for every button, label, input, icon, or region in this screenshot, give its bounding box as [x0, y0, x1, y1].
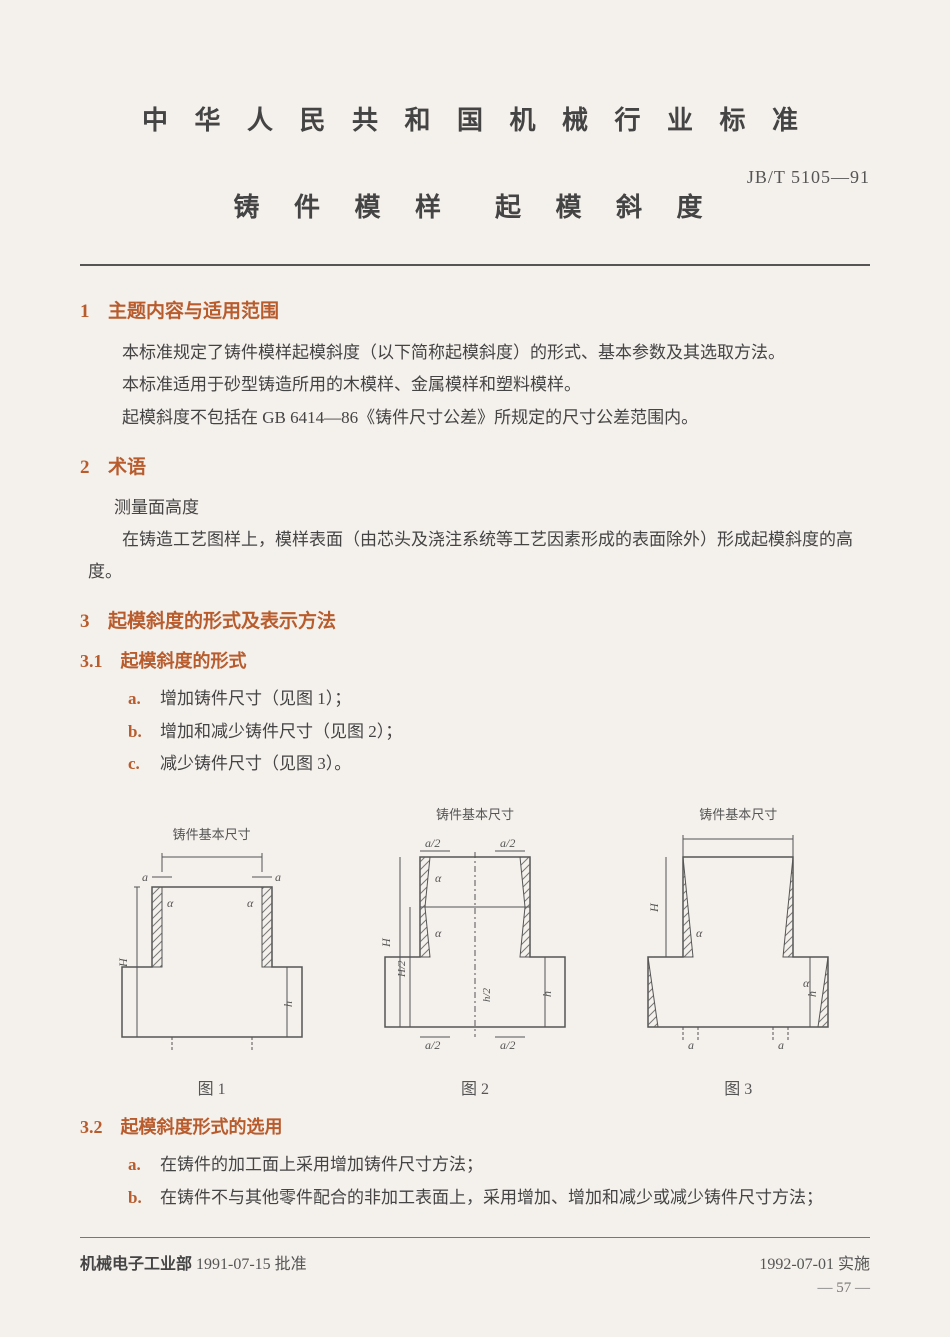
s1-p3: 起模斜度不包括在 GB 6414—86《铸件尺寸公差》所规定的尺寸公差范围内。	[88, 402, 870, 434]
item-text: 在铸件不与其他零件配合的非加工表面上，采用增加、增加和减少或减少铸件尺寸方法；	[160, 1188, 823, 1207]
divider-bottom	[80, 1237, 870, 1238]
fig3-a-l: a	[688, 1038, 694, 1052]
fig2-top-label: 铸件基本尺寸	[375, 804, 575, 823]
section-3-1-heading: 3.1 起模斜度的形式	[80, 647, 870, 673]
s32-item-b: b.在铸件不与其他零件配合的非加工表面上，采用增加、增加和减少或减少铸件尺寸方法…	[128, 1182, 870, 1214]
figure-3: 铸件基本尺寸 α α H	[638, 804, 838, 1099]
fig3-H: H	[647, 902, 661, 913]
fig3-top-label: 铸件基本尺寸	[638, 804, 838, 823]
fig1-h: h	[281, 1001, 295, 1007]
s2-term: 测量面高度	[80, 493, 870, 518]
fig2-H2: H/2	[396, 960, 408, 978]
section-1-heading: 1主题内容与适用范围	[80, 296, 870, 323]
section-num: 1	[80, 301, 108, 323]
standard-code: JB/T 5105—91	[747, 167, 870, 188]
subsection-title: 起模斜度形式的选用	[121, 1117, 283, 1137]
org-title: 中 华 人 民 共 和 国 机 械 行 业 标 准	[80, 100, 870, 137]
fig2-h2: h/2	[481, 988, 493, 1003]
section-num: 3	[80, 611, 108, 633]
s31-item-b: b.增加和减少铸件尺寸（见图 2）；	[128, 716, 870, 748]
item-label: c.	[128, 748, 160, 780]
s31-item-a: a.增加铸件尺寸（见图 1）；	[128, 683, 870, 715]
fig2-svg: a/2 a/2 α α H H/2	[375, 827, 575, 1067]
fig1-top-label: 铸件基本尺寸	[112, 824, 312, 843]
fig1-label-a-right: a	[275, 870, 281, 884]
section-title: 起模斜度的形式及表示方法	[108, 611, 336, 632]
fig2-alpha-bl: α	[435, 926, 442, 940]
s1-p1: 本标准规定了铸件模样起模斜度（以下简称起模斜度）的形式、基本参数及其选取方法。	[88, 337, 870, 369]
fig3-svg: α α H h a a	[638, 827, 838, 1067]
fig3-alpha-r: α	[803, 976, 810, 990]
fig1-svg: a a α α H h	[112, 847, 312, 1067]
item-label: b.	[128, 1182, 160, 1214]
footer-approve-rest: 1991-07-15 批准	[192, 1256, 307, 1273]
footer: 机械电子工业部 1991-07-15 批准 1992-07-01 实施 — 57…	[80, 1217, 870, 1297]
fig2-caption: 图 2	[375, 1075, 575, 1099]
footer-row: 机械电子工业部 1991-07-15 批准 1992-07-01 实施	[80, 1250, 870, 1274]
s31-item-c: c.减少铸件尺寸（见图 3）。	[128, 748, 870, 780]
item-label: a.	[128, 683, 160, 715]
doc-title: 铸 件 模 样 起 模 斜 度	[233, 187, 716, 224]
figure-1: 铸件基本尺寸 a a α α	[112, 824, 312, 1099]
fig1-alpha-r: α	[247, 896, 254, 910]
section-title: 主题内容与适用范围	[108, 301, 279, 322]
fig3-a-r: a	[778, 1038, 784, 1052]
s32-item-a: a.在铸件的加工面上采用增加铸件尺寸方法；	[128, 1149, 870, 1181]
item-text: 减少铸件尺寸（见图 3）。	[160, 754, 351, 773]
s1-p2: 本标准适用于砂型铸造所用的木模样、金属模样和塑料模样。	[88, 369, 870, 401]
fig2-a2-bl: a/2	[425, 1038, 440, 1052]
footer-impl: 1992-07-01 实施	[759, 1250, 870, 1274]
fig1-H: H	[116, 957, 130, 968]
footer-approve: 机械电子工业部 1991-07-15 批准	[80, 1250, 307, 1274]
fig2-H: H	[379, 937, 393, 948]
section-num: 2	[80, 457, 108, 479]
section-title: 术语	[108, 457, 146, 478]
item-text: 在铸件的加工面上采用增加铸件尺寸方法；	[160, 1155, 483, 1174]
fig2-h: h	[540, 991, 554, 997]
section-3-2-heading: 3.2 起模斜度形式的选用	[80, 1113, 870, 1139]
fig1-label-a-left: a	[142, 870, 148, 884]
subsection-num: 3.2	[80, 1117, 103, 1137]
section-3-heading: 3起模斜度的形式及表示方法	[80, 606, 870, 633]
fig2-a2-tr: a/2	[500, 836, 515, 850]
fig3-caption: 图 3	[638, 1075, 838, 1099]
subtitle-row: 铸 件 模 样 起 模 斜 度 JB/T 5105—91	[80, 187, 870, 224]
divider-top	[80, 264, 870, 266]
subsection-title: 起模斜度的形式	[121, 651, 247, 671]
fig2-a2-br: a/2	[500, 1038, 515, 1052]
fig1-alpha-l: α	[167, 896, 174, 910]
item-text: 增加和减少铸件尺寸（见图 2）；	[160, 722, 402, 741]
page-number: — 57 —	[80, 1280, 870, 1297]
fig3-alpha-l: α	[696, 926, 703, 940]
footer-approve-bold: 机械电子工业部	[80, 1256, 192, 1273]
fig2-alpha-tl: α	[435, 871, 442, 885]
fig2-a2-tl: a/2	[425, 836, 440, 850]
item-label: b.	[128, 716, 160, 748]
item-label: a.	[128, 1149, 160, 1181]
s2-def: 在铸造工艺图样上，模样表面（由芯头及浇注系统等工艺因素形成的表面除外）形成起模斜…	[88, 524, 870, 589]
fig1-caption: 图 1	[112, 1075, 312, 1099]
section-2-heading: 2术语	[80, 452, 870, 479]
item-text: 增加铸件尺寸（见图 1）；	[160, 689, 351, 708]
figure-2: 铸件基本尺寸 a/2 a/2 α	[375, 804, 575, 1099]
figures-row: 铸件基本尺寸 a a α α	[80, 804, 870, 1099]
fig3-h: h	[805, 991, 819, 997]
subsection-num: 3.1	[80, 651, 103, 671]
